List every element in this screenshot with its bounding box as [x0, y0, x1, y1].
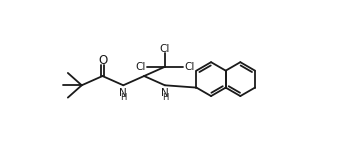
Text: Cl: Cl	[184, 62, 194, 72]
Text: Cl: Cl	[160, 44, 170, 54]
Text: N: N	[119, 88, 127, 98]
Text: N: N	[161, 88, 169, 98]
Text: H: H	[120, 93, 126, 102]
Text: Cl: Cl	[135, 62, 146, 72]
Text: H: H	[162, 93, 168, 102]
Text: O: O	[98, 54, 107, 67]
